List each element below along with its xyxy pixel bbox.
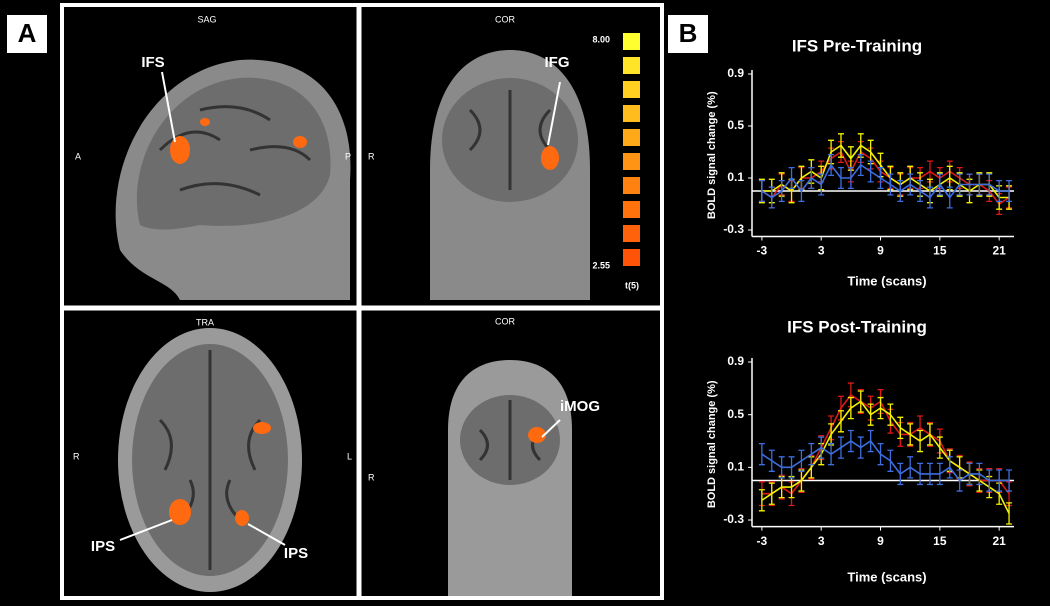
x-tick-label: -3 — [757, 244, 768, 258]
y-axis-label: BOLD signal change (%) — [706, 380, 718, 508]
y-tick-label: 0.1 — [727, 170, 744, 184]
brain-sagittal — [115, 59, 351, 300]
view-title: COR — [495, 316, 516, 326]
error-bar — [1006, 469, 1013, 492]
brain-coronal-posterior — [448, 360, 572, 596]
orientation-label: P — [345, 151, 351, 161]
orientation-label: R — [368, 472, 375, 482]
colorbar-label: t(5) — [625, 280, 639, 290]
panel-label: A — [18, 18, 37, 48]
x-tick-label: -3 — [757, 534, 768, 548]
y-tick-label: 0.5 — [727, 407, 744, 421]
panel-label-box — [668, 15, 708, 53]
series-line — [761, 150, 1010, 206]
region-label: IPS — [284, 545, 308, 562]
y-tick-label: 0.5 — [727, 118, 744, 132]
series-line — [761, 439, 1010, 482]
orientation-label: A — [75, 151, 81, 161]
series-line — [761, 400, 1010, 514]
x-tick-label: 3 — [818, 534, 825, 548]
brain-transverse — [118, 328, 302, 592]
panel-frame — [60, 3, 664, 600]
series-line — [761, 144, 1010, 199]
panel-label: B — [679, 18, 698, 48]
x-tick-label: 15 — [933, 534, 947, 548]
y-axis-label: BOLD signal change (%) — [706, 91, 718, 219]
y-tick-label: 0.9 — [727, 66, 744, 80]
view-title: TRA — [196, 317, 214, 327]
y-tick-label: -0.3 — [723, 512, 744, 526]
error-bar — [1006, 502, 1013, 525]
x-tick-label: 3 — [818, 244, 825, 258]
region-label: IFS — [141, 54, 164, 71]
y-tick-label: 0.9 — [727, 354, 744, 368]
x-tick-label: 21 — [992, 534, 1006, 548]
region-label: iMOG — [560, 398, 600, 415]
chart-title: IFS Pre-Training — [792, 36, 922, 55]
chart-title: IFS Post-Training — [787, 317, 927, 336]
orientation-label: R — [73, 451, 80, 461]
x-tick-label: 9 — [877, 244, 884, 258]
colorbar — [623, 33, 640, 266]
orientation-label: L — [347, 451, 352, 461]
x-tick-label: 15 — [933, 244, 947, 258]
x-tick-label: 9 — [877, 534, 884, 548]
orientation-label: R — [368, 151, 375, 161]
x-tick-label: 21 — [992, 244, 1006, 258]
colorbar-max: 8.00 — [592, 34, 610, 44]
series-line — [761, 163, 1010, 199]
colorbar-min: 2.55 — [592, 260, 610, 270]
region-label: IPS — [91, 538, 115, 555]
x-axis-label: Time (scans) — [847, 273, 926, 288]
y-tick-label: -0.3 — [723, 222, 744, 236]
view-title: COR — [495, 14, 516, 24]
x-axis-label: Time (scans) — [847, 569, 926, 584]
view-title: SAG — [197, 14, 216, 24]
region-label: IFG — [545, 54, 570, 71]
y-tick-label: 0.1 — [727, 460, 744, 474]
error-bar — [1006, 179, 1013, 203]
brain-coronal — [430, 50, 590, 300]
panel-label-box — [7, 15, 47, 53]
